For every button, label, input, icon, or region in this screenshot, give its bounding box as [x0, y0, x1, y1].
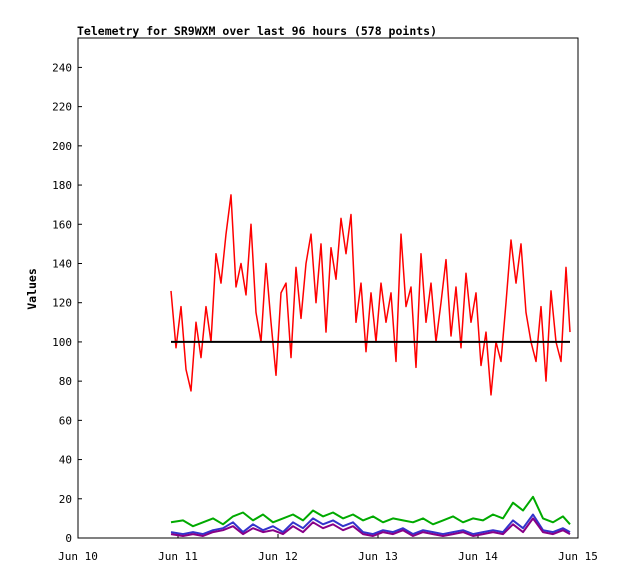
y-tick-label: 160: [52, 218, 72, 231]
x-tick-label: Jun 15: [558, 550, 598, 563]
y-tick-label: 60: [59, 414, 72, 427]
x-tick-label: Jun 11: [158, 550, 198, 563]
y-tick-label: 200: [52, 140, 72, 153]
chart-title: Telemetry for SR9WXM over last 96 hours …: [77, 24, 437, 38]
series-layer: [170, 194, 571, 537]
series-line-1: [170, 194, 571, 396]
y-tick-label: 100: [52, 336, 72, 349]
series-line-4: [170, 517, 571, 537]
y-tick-label: 140: [52, 257, 72, 270]
y-tick-label: 240: [52, 61, 72, 74]
y-tick-label: 220: [52, 101, 72, 114]
series-line-3: [170, 513, 571, 536]
y-tick-label: 120: [52, 297, 72, 310]
y-tick-label: 180: [52, 179, 72, 192]
y-tick-label: 0: [65, 532, 72, 545]
x-tick-label: Jun 10: [58, 550, 98, 563]
y-tick-label: 20: [59, 493, 72, 506]
x-axis: Jun 10 Jun 11 Jun 12 Jun 13 Jun 14 Jun 15: [58, 534, 598, 563]
y-tick-label: 40: [59, 454, 72, 467]
series-line-2: [170, 495, 571, 528]
y-axis: 0 20 40 60 80 100 120 140 160 180 200 220 240: [52, 61, 82, 545]
y-tick-label: 80: [59, 375, 72, 388]
x-tick-label: Jun 12: [258, 550, 298, 563]
y-axis-label: Values: [25, 268, 39, 310]
x-tick-label: Jun 13: [358, 550, 398, 563]
x-tick-label: Jun 14: [458, 550, 498, 563]
